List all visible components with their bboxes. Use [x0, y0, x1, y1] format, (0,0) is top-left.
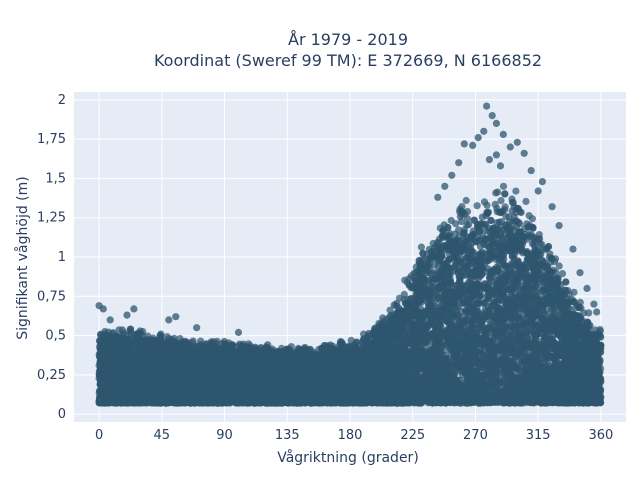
data-point	[497, 197, 505, 205]
chart-title-line2: Koordinat (Sweref 99 TM): E 372669, N 61…	[154, 51, 542, 70]
data-point	[473, 202, 481, 210]
data-point	[480, 198, 489, 206]
chart-title-line1: År 1979 - 2019	[288, 30, 408, 49]
data-point	[555, 262, 563, 270]
scatter-points	[95, 102, 605, 407]
data-point	[417, 243, 425, 251]
data-point	[447, 216, 455, 225]
